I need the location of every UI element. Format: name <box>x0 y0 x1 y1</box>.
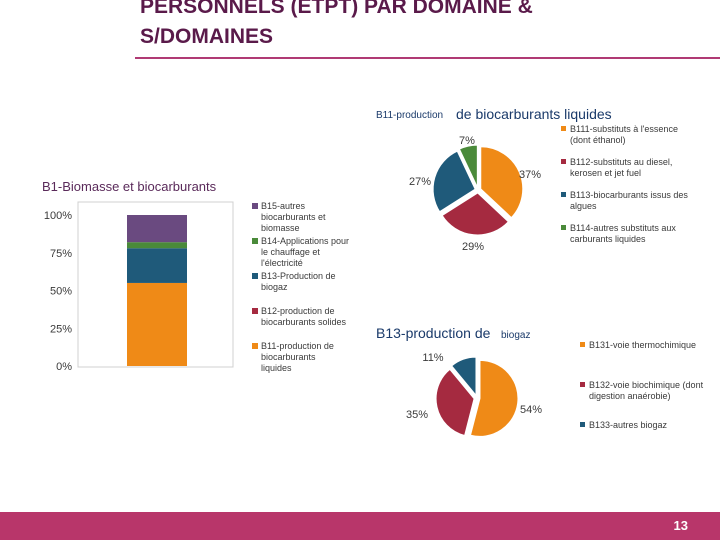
bar-segment-5 <box>127 215 187 243</box>
bar-legend-label: B13-Production de biogaz <box>261 271 336 292</box>
bar-legend-swatch <box>252 343 258 349</box>
bar-plot-area <box>77 201 234 368</box>
bar-y-tick-label: 0% <box>56 361 72 373</box>
pie-slice-label: 35% <box>406 409 428 421</box>
pie-legend-swatch <box>580 422 585 427</box>
pie-legend-swatch <box>580 342 585 347</box>
pie-legend-label: B132-voie biochimique (dont digestion ana… <box>589 380 704 401</box>
title-underline <box>135 57 720 59</box>
page-number: 13 <box>673 518 688 533</box>
bar-segment-3 <box>127 248 187 283</box>
pie-slice <box>432 150 476 213</box>
pie-slice <box>441 192 510 236</box>
bar-chart-title: B1-Biomasse et biocarburants <box>42 179 217 194</box>
pie1-title-part1: B11-production <box>376 110 443 121</box>
pie-legend-label: B114-autres substituts aux carburants liq… <box>570 223 676 244</box>
footer-bar: 13 <box>0 512 720 540</box>
pie2-title-part1: B13-production de <box>376 325 491 341</box>
bar-legend-swatch <box>252 308 258 314</box>
pie-slice <box>451 356 477 397</box>
pie-legend-swatch <box>561 159 566 164</box>
pie-slice <box>458 144 478 188</box>
pie1-title-part2: de biocarburants liquides <box>456 106 612 122</box>
bar-segment-1 <box>127 282 187 366</box>
bar-legend-label: B12-production de biocarburants solides <box>261 306 347 327</box>
pie-slice-label: 11% <box>422 352 443 364</box>
pie-legend-label: B111-substituts à l'essence (dont éthanol… <box>570 124 678 145</box>
pie-legend-label: B133-autres biogaz <box>589 420 668 430</box>
slide-title-line-1: PERSONNELS (ETPT) PAR DOMAINE & <box>140 0 533 18</box>
pie-slice-label: 37% <box>519 169 541 181</box>
pie-legend-swatch <box>561 225 566 230</box>
bar-legend-swatch <box>252 203 258 209</box>
bar-y-tick-label: 75% <box>50 248 72 260</box>
charts-canvas: B1-Biomasse et biocarburants 0% 25% 50% 75%… <box>42 106 704 437</box>
pie-legend-label: B113-biocarburants issus des algues <box>570 190 688 211</box>
pie2-title-part2: biogaz <box>501 330 530 341</box>
pie-legend-swatch <box>561 192 566 197</box>
bar-legend-label: B14-Applications pour le chauffage et l'él… <box>261 236 349 268</box>
pie-legend-label: B112-substituts au diesel, kerosen et jet… <box>570 157 672 178</box>
pie-slice <box>469 359 519 437</box>
pie-slice-label: 27% <box>409 176 431 188</box>
pie-slice-label: 29% <box>462 241 484 253</box>
bar-legend-swatch <box>252 238 258 244</box>
pie-slice-label: 54% <box>520 404 542 416</box>
pie-legend-swatch <box>561 126 566 131</box>
slide-title-line-2: S/DOMAINES <box>140 25 274 48</box>
bar-y-tick-label: 100% <box>44 210 72 222</box>
bar-segment-4 <box>127 242 187 249</box>
pie-chart-b11: B11-production de biocarburants liquides… <box>376 106 688 253</box>
pie-legend-swatch <box>580 382 585 387</box>
bar-y-tick-label: 50% <box>50 286 72 298</box>
bar-legend-label: B15-autres biocarburants et biomasse <box>261 201 326 233</box>
slide-title: PERSONNELS (ETPT) PAR DOMAINE & S/DOMAIN… <box>140 0 533 52</box>
bar-chart: B1-Biomasse et biocarburants 0% 25% 50% 75%… <box>42 179 349 373</box>
pie-slice-label: 7% <box>459 135 475 147</box>
pie-chart-b13: B13-production de biogaz 54% 35% 11% B131-… <box>376 325 704 437</box>
bar-y-tick-label: 25% <box>50 323 72 335</box>
pie-slice <box>435 368 475 437</box>
pie-slice <box>480 146 524 219</box>
pie-legend-label: B131-voie thermochimique <box>589 340 696 350</box>
bar-legend-swatch <box>252 273 258 279</box>
bar-legend-label: B11-production de biocarburants liquides <box>261 341 334 373</box>
